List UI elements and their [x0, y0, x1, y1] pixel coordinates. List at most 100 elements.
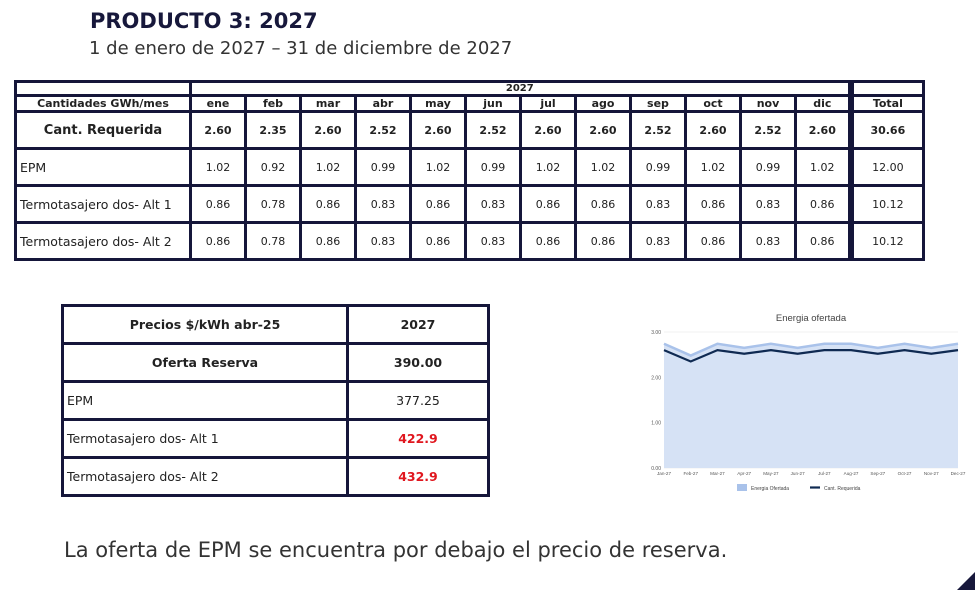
- value-cell: 0.86: [519, 221, 577, 261]
- value-cell: 0.86: [299, 184, 357, 224]
- row-header-label: Cantidades GWh/mes: [14, 94, 192, 113]
- price-label: Oferta Reserva: [61, 342, 349, 383]
- value-cell: 2.60: [409, 110, 467, 150]
- month-header: mar: [299, 94, 357, 113]
- conclusion-text: La oferta de EPM se encuentra por debajo…: [64, 538, 728, 562]
- value-cell: 0.86: [684, 184, 742, 224]
- quantities-table: 2027 Cantidades GWh/mes ene feb mar abr may jun…: [14, 80, 926, 261]
- energy-chart: Energia ofertada 0.00 1.00 2.00 3.00 Jan-27 Fe…: [651, 313, 966, 492]
- prices-header-label: Precios $/kWh abr-25: [61, 304, 349, 345]
- value-cell: 0.86: [409, 184, 467, 224]
- x-tick-label: Jun-27: [791, 471, 805, 476]
- price-row: Termotasajero dos- Alt 1 422.9: [61, 418, 490, 459]
- y-tick-label: 0.00: [651, 466, 661, 472]
- header-row: Cantidades GWh/mes ene feb mar abr may jun jul a…: [14, 94, 926, 113]
- month-header: sep: [629, 94, 687, 113]
- value-cell: 0.86: [189, 184, 247, 224]
- total-header: Total: [847, 94, 926, 113]
- value-cell: 0.83: [739, 184, 797, 224]
- month-header: ene: [189, 94, 247, 113]
- price-row: Termotasajero dos- Alt 2 432.9: [61, 456, 490, 497]
- price-row: EPM 377.25: [61, 380, 490, 421]
- x-tick-label: Jan-27: [657, 471, 671, 476]
- legend-label-line: Cant. Requerida: [824, 486, 861, 492]
- value-cell: 0.99: [464, 147, 522, 187]
- value-cell: 2.52: [739, 110, 797, 150]
- value-cell: 0.86: [519, 184, 577, 224]
- month-header: feb: [244, 94, 302, 113]
- table-row: Cant. Requerida 2.60 2.35 2.60 2.52 2.60 2.52 2…: [14, 110, 926, 150]
- total-cell: 30.66: [847, 110, 926, 150]
- prices-header-year: 2027: [346, 304, 490, 345]
- price-value-text: 377.25: [396, 393, 440, 408]
- price-value-text: 422.9: [398, 431, 438, 446]
- x-tick-label: Feb-27: [683, 471, 698, 476]
- total-cell: 10.12: [847, 184, 926, 224]
- table-row: Termotasajero dos- Alt 2 0.86 0.78 0.86 0.83…: [14, 221, 926, 261]
- value-cell: 0.86: [793, 184, 853, 224]
- month-header: oct: [684, 94, 742, 113]
- value-cell: 1.02: [793, 147, 853, 187]
- prices-header-row: Precios $/kWh abr-25 2027: [61, 304, 490, 345]
- price-label: Termotasajero dos- Alt 1: [61, 418, 349, 459]
- legend-swatch-area: [737, 484, 747, 491]
- legend-label-area: Energia Ofertada: [751, 486, 789, 492]
- series-area-outline: [663, 342, 959, 357]
- x-tick-label: Mar-27: [710, 471, 725, 476]
- value-cell: 0.99: [739, 147, 797, 187]
- row-label: EPM: [14, 147, 192, 187]
- value-cell: 1.02: [574, 147, 632, 187]
- month-header: ago: [574, 94, 632, 113]
- x-tick-label: Apr-27: [737, 471, 751, 476]
- price-label: EPM: [61, 380, 349, 421]
- y-tick-label: 3.00: [651, 330, 661, 336]
- value-cell: 0.83: [354, 221, 412, 261]
- value-cell: 2.60: [189, 110, 247, 150]
- value-cell: 0.78: [244, 184, 302, 224]
- value-cell: 0.83: [464, 184, 522, 224]
- year-header: 2027: [188, 80, 853, 97]
- value-cell: 0.83: [739, 221, 797, 261]
- x-tick-label: Sep-27: [870, 471, 885, 476]
- chart-title: Energia ofertada: [776, 313, 847, 324]
- month-header: dic: [793, 94, 853, 113]
- x-tick-label: Dec-27: [951, 471, 966, 476]
- value-cell: 0.86: [299, 221, 357, 261]
- month-header: abr: [354, 94, 412, 113]
- month-header: jul: [519, 94, 577, 113]
- value-cell: 0.86: [793, 221, 853, 261]
- value-cell: 0.83: [464, 221, 522, 261]
- value-cell: 0.86: [574, 221, 632, 261]
- total-spacer-cell: [847, 80, 926, 97]
- value-cell: 0.86: [684, 221, 742, 261]
- page-subtitle: 1 de enero de 2027 – 31 de diciembre de …: [89, 38, 513, 59]
- corner-cell: [14, 80, 192, 97]
- value-cell: 0.99: [354, 147, 412, 187]
- price-row: Oferta Reserva 390.00: [61, 342, 490, 383]
- month-header: jun: [464, 94, 522, 113]
- value-cell: 2.60: [684, 110, 742, 150]
- prices-table: Precios $/kWh abr-25 2027 Oferta Reserva 39…: [61, 304, 490, 497]
- price-value: 377.25: [346, 380, 490, 421]
- table-row: EPM 1.02 0.92 1.02 0.99 1.02 0.99 1.02 1.02 0.99 1…: [14, 147, 926, 187]
- price-value: 422.9: [346, 418, 490, 459]
- value-cell: 1.02: [519, 147, 577, 187]
- total-cell: 10.12: [847, 221, 926, 261]
- series-line-cant-requerida: [663, 349, 959, 363]
- value-cell: 0.83: [354, 184, 412, 224]
- value-cell: 0.83: [629, 221, 687, 261]
- page-title: PRODUCTO 3: 2027: [90, 9, 318, 33]
- x-tick-label: Oct-27: [898, 471, 912, 476]
- month-header: may: [409, 94, 467, 113]
- value-cell: 0.99: [629, 147, 687, 187]
- price-value: 390.00: [346, 342, 490, 383]
- corner-decoration: [957, 572, 975, 590]
- value-cell: 2.52: [464, 110, 522, 150]
- value-cell: 2.60: [299, 110, 357, 150]
- x-tick-label: Jul-27: [818, 471, 831, 476]
- value-cell: 0.78: [244, 221, 302, 261]
- price-label: Termotasajero dos- Alt 2: [61, 456, 349, 497]
- value-cell: 2.52: [629, 110, 687, 150]
- x-tick-label: Aug-27: [844, 471, 859, 476]
- value-cell: 2.60: [519, 110, 577, 150]
